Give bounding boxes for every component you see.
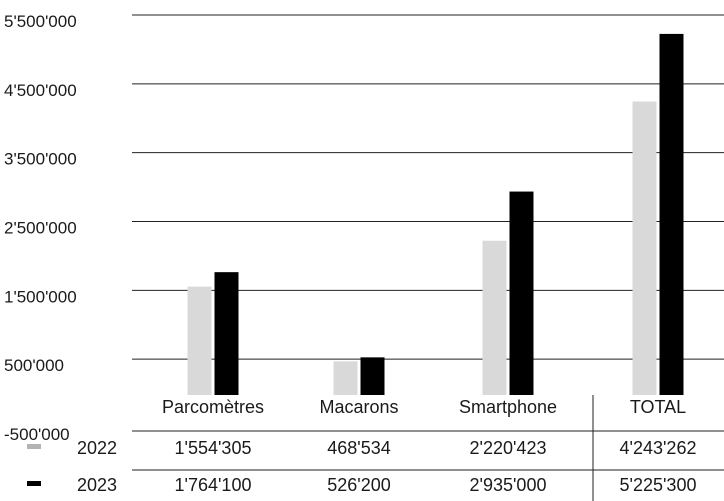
data-label: 468'534 [327, 438, 391, 458]
data-label: 2'935'000 [470, 475, 547, 495]
legend-swatch-2023 [27, 481, 41, 486]
data-table: Parcomètres Macarons Smartphone TOTAL 2022 1'… [27, 395, 724, 501]
y-tick-label: 5'500'000 [4, 12, 77, 31]
bars [187, 33, 684, 396]
bar-2023-macarons [360, 357, 385, 395]
category-label: Parcomètres [162, 397, 264, 417]
y-axis: 5'500'000 4'500'000 3'500'000 2'500'000 1'50… [4, 12, 77, 444]
category-label: Macarons [319, 397, 398, 417]
legend-label-2023: 2023 [77, 475, 117, 495]
bar-2022-macarons [333, 361, 358, 395]
data-label: 1'554'305 [175, 438, 252, 458]
data-label: 2'220'423 [470, 438, 547, 458]
bar-2023-total [659, 33, 684, 396]
y-tick-label: 4'500'000 [4, 81, 77, 100]
category-label: Smartphone [459, 397, 557, 417]
category-label: TOTAL [630, 397, 686, 417]
y-tick-label: -500'000 [4, 425, 70, 444]
y-tick-label: 2'500'000 [4, 219, 77, 238]
bar-2023-smartphone [509, 191, 534, 395]
y-tick-label: 3'500'000 [4, 150, 77, 169]
legend-swatch-2022 [27, 444, 41, 449]
data-label: 526'200 [327, 475, 391, 495]
data-label: 1'764'100 [175, 475, 252, 495]
bar-2022-total [632, 101, 657, 395]
bar-2023-parcomètres [214, 272, 239, 395]
data-label: 5'225'300 [620, 475, 697, 495]
bar-2022-parcomètres [187, 286, 212, 395]
legend-label-2022: 2022 [77, 438, 117, 458]
data-label: 4'243'262 [620, 438, 697, 458]
y-tick-label: 1'500'000 [4, 287, 77, 306]
bar-2022-smartphone [482, 240, 507, 395]
y-tick-label: 500'000 [4, 356, 64, 375]
